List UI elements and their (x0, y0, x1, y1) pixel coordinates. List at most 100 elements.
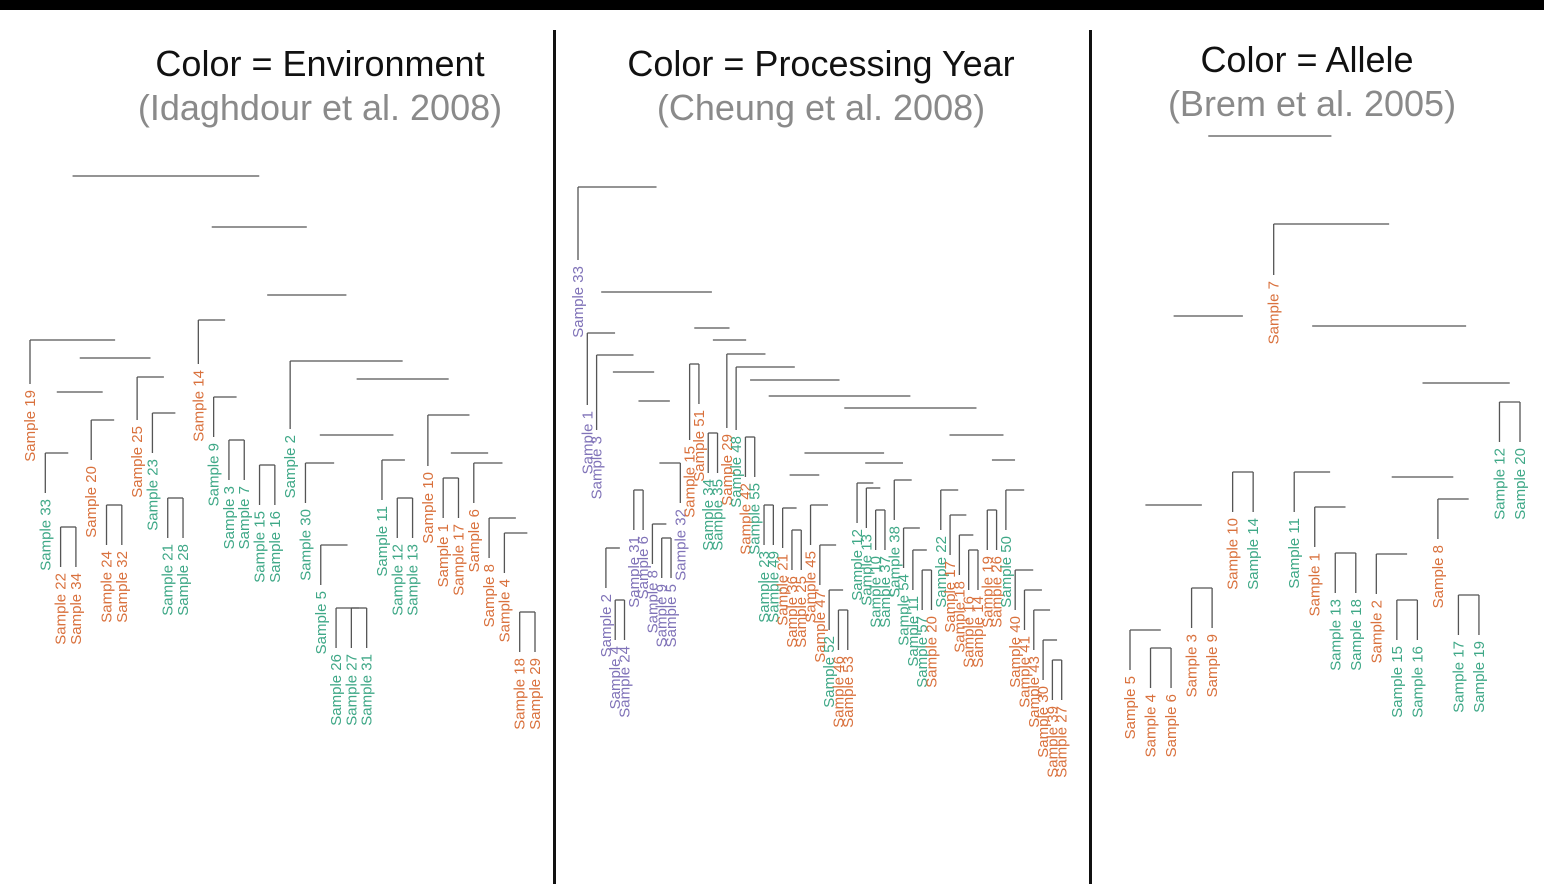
leaf-label: Sample 8 (644, 570, 661, 633)
panel-environment: Color = Environment (Idaghdour et al. 20… (0, 10, 553, 884)
leaf-label: Sample 34 (68, 573, 85, 645)
leaf-label: Sample 12 (849, 529, 866, 601)
leaf-label: Sample 5 (313, 591, 330, 654)
leaf-label: Sample 18 (1348, 599, 1365, 671)
leaf-label: Sample 8 (481, 564, 498, 627)
leaf-label: Sample 7 (236, 486, 253, 549)
leaf-label: Sample 15 (682, 446, 699, 518)
leaf-label: Sample 20 (83, 466, 100, 538)
leaf-label: Sample 11 (374, 506, 391, 577)
leaf-label: Sample 35 (710, 479, 727, 551)
leaf-label: Sample 50 (998, 536, 1015, 608)
leaf-label: Sample 43 (1026, 656, 1043, 728)
leaf-label: Sample 18 (951, 581, 968, 653)
leaf-label: Sample 49 (765, 551, 782, 623)
leaf-label: Sample 15 (1389, 646, 1406, 718)
panel-title: Color = Allele (1200, 39, 1414, 80)
leaf-label: Sample 26 (989, 556, 1006, 628)
leaf-label: Sample 10 (868, 556, 885, 628)
leaf-label: Sample 15 (252, 511, 269, 583)
leaf-label: Sample 46 (830, 656, 847, 728)
leaf-label: Sample 30 (1035, 686, 1052, 758)
leaf-label: Sample 48 (728, 436, 745, 508)
leaf-label: Sample 1 (1307, 553, 1324, 616)
leaf-label: Sample 40 (1007, 616, 1024, 688)
leaf-label: Sample 11 (905, 596, 922, 667)
leaf-label: Sample 38 (886, 526, 903, 598)
leaf-label: Sample 20 (1512, 448, 1529, 520)
leaf-label: Sample 9 (654, 584, 671, 647)
leaf-label: Sample 51 (691, 410, 708, 482)
leaf-label: Sample 13 (1327, 599, 1344, 671)
panel-allele: Color = Allele (Brem et al. 2005) Sample… (1092, 10, 1544, 884)
leaf-label: Sample 19 (1471, 641, 1488, 713)
leaf-label: Sample 21 (160, 544, 177, 616)
leaf-label: Sample 2 (1368, 600, 1385, 663)
leaf-label: Sample 3 (1184, 634, 1201, 697)
leaf-label: Sample 21 (775, 554, 792, 626)
leaf-label: Sample 36 (784, 576, 801, 648)
leaf-label: Sample 18 (512, 658, 529, 730)
leaf-label: Sample 32 (672, 509, 689, 581)
leaf-label: Sample 55 (747, 483, 764, 555)
leaf-label: Sample 19 (979, 556, 996, 628)
leaf-label: Sample 9 (206, 443, 223, 506)
panel-divider-right (1089, 30, 1092, 884)
leaf-label: Sample 54 (896, 574, 913, 646)
leaf-label: Sample 25 (793, 576, 810, 648)
leaf-label: Sample 9 (1204, 634, 1221, 697)
leaf-label: Sample 37 (877, 556, 894, 628)
panel-divider-left (553, 30, 556, 884)
leaf-label: Sample 25 (129, 426, 146, 498)
leaf-label: Sample 11 (1286, 518, 1303, 589)
leaf-label: Sample 6 (1163, 694, 1180, 757)
leaf-label: Sample 10 (420, 472, 437, 544)
leaf-label: Sample 20 (923, 616, 940, 688)
leaf-label: Sample 12 (389, 544, 406, 616)
leaf-label: Sample 24 (617, 646, 634, 718)
leaf-label: Sample 5 (663, 584, 680, 647)
panel-processing-year: Color = Processing Year (Cheung et al. 2… (556, 10, 1089, 884)
leaf-label: Sample 4 (1143, 694, 1160, 757)
leaf-label: Sample 57 (914, 616, 931, 688)
leaf-label: Sample 13 (858, 534, 875, 606)
leaf-label: Sample 31 (626, 536, 643, 608)
leaf-label: Sample 12 (1491, 448, 1508, 520)
leaf-label: Sample 29 (719, 434, 736, 506)
leaf-label: Sample 14 (970, 596, 987, 668)
leaf-label: Sample 23 (144, 459, 161, 531)
leaf-label: Sample 22 (933, 536, 950, 608)
leaf-label: Sample 4 (607, 646, 624, 709)
top-bar (0, 0, 1544, 10)
leaf-label: Sample 32 (114, 551, 131, 623)
leaf-label: Sample 13 (405, 544, 422, 616)
leaf-label: Sample 29 (527, 658, 544, 730)
leaf-label: Sample 30 (297, 509, 314, 581)
leaf-label: Sample 7 (1266, 281, 1283, 344)
leaf-label: Sample 2 (282, 435, 299, 498)
leaf-label: Sample 10 (1225, 518, 1242, 590)
leaf-label: Sample 39 (1044, 706, 1061, 778)
leaf-label: Sample 17 (1450, 641, 1467, 713)
leaf-label: Sample 17 (450, 524, 467, 596)
leaf-label: Sample 16 (267, 511, 284, 583)
leaf-label: Sample 6 (635, 536, 652, 599)
leaf-label: Sample 45 (803, 551, 820, 623)
leaf-label: Sample 47 (812, 591, 829, 663)
leaf-label: Sample 27 (343, 654, 360, 726)
leaf-label: Sample 31 (359, 654, 376, 726)
leaf-label: Sample 28 (175, 544, 192, 616)
leaf-label: Sample 1 (579, 411, 596, 474)
panel-citation: (Cheung et al. 2008) (656, 87, 986, 128)
leaf-label: Sample 33 (37, 499, 54, 571)
leaf-label: Sample 26 (328, 654, 345, 726)
leaf-label: Sample 24 (99, 551, 116, 623)
leaf-label: Sample 27 (1054, 706, 1071, 778)
leaf-label: Sample 4 (496, 579, 513, 642)
leaf-label: Sample 52 (821, 636, 838, 708)
leaf-label: Sample 16 (1409, 646, 1426, 718)
leaf-label: Sample 5 (1122, 676, 1139, 739)
leaf-label: Sample 3 (589, 436, 606, 499)
